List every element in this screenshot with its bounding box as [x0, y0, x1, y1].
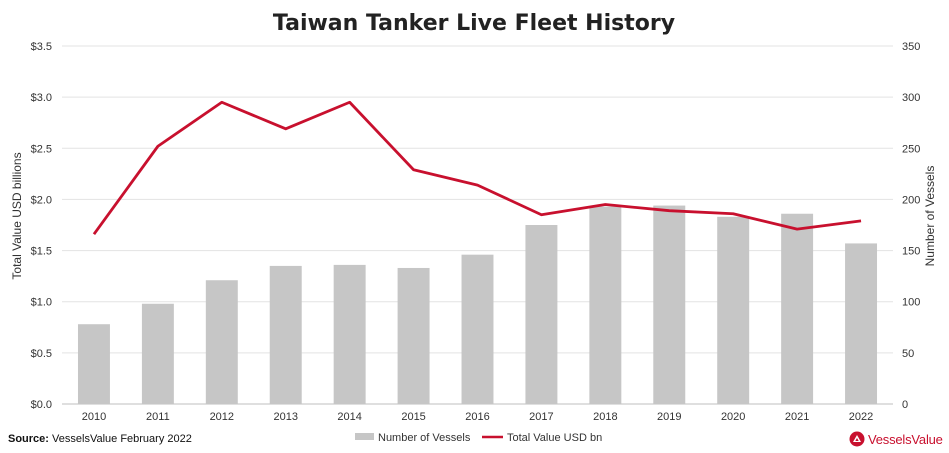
- bar-2014: [333, 264, 366, 404]
- bar-2021: [781, 213, 814, 404]
- x-tick-label: 2011: [146, 411, 170, 423]
- x-tick-label: 2018: [593, 411, 617, 423]
- right-tick-label: 100: [902, 297, 920, 309]
- right-y-axis: 0 50 100 150 200 250 300 350: [902, 41, 920, 411]
- right-tick-label: 150: [902, 246, 920, 258]
- bar-2017: [525, 225, 558, 404]
- source-note: Source: VesselsValue February 2022: [8, 433, 192, 445]
- vesselsvalue-logo-icon: [849, 431, 865, 447]
- x-tick-label: 2016: [465, 411, 489, 423]
- bar-2018: [589, 206, 622, 404]
- x-tick-label: 2017: [529, 411, 553, 423]
- x-tick-label: 2013: [273, 411, 297, 423]
- left-y-axis: $0.0 $0.5 $1.0 $1.5 $2.0 $2.5 $3.0 $3.5: [31, 41, 52, 411]
- legend-label-number-of-vessels: Number of Vessels: [378, 432, 471, 444]
- bar-2015: [397, 267, 430, 404]
- right-axis-title: Number of Vessels: [923, 166, 937, 267]
- legend-swatch-number-of-vessels: [355, 433, 374, 440]
- left-tick-label: $3.5: [31, 41, 52, 53]
- left-tick-label: $2.5: [31, 143, 52, 155]
- line-series-total-value: [92, 100, 862, 236]
- bar-2010: [77, 324, 110, 404]
- bar-2022: [845, 243, 878, 404]
- source-label: Source:: [8, 433, 49, 445]
- left-tick-label: $0.0: [31, 399, 52, 411]
- bar-2020: [717, 216, 750, 404]
- right-tick-label: 200: [902, 194, 920, 206]
- x-tick-label: 2012: [210, 411, 234, 423]
- bar-2019: [653, 205, 686, 404]
- right-tick-label: 350: [902, 41, 920, 53]
- bar-2011: [141, 303, 174, 404]
- x-tick-label: 2021: [785, 411, 809, 423]
- line-total-value: [92, 100, 862, 236]
- left-tick-label: $1.0: [31, 297, 52, 309]
- left-tick-label: $1.5: [31, 246, 52, 258]
- right-tick-label: 0: [902, 399, 908, 411]
- source-text: VesselsValue February 2022: [52, 433, 192, 445]
- bar-series-number-of-vessels: [77, 205, 878, 404]
- x-tick-label: 2010: [82, 411, 106, 423]
- legend: Number of Vessels Total Value USD bn: [355, 432, 602, 444]
- bar-2016: [461, 254, 494, 404]
- x-tick-label: 2022: [849, 411, 873, 423]
- x-tick-label: 2014: [337, 411, 361, 423]
- x-tick-label: 2015: [401, 411, 425, 423]
- bar-2013: [269, 265, 302, 404]
- left-tick-label: $2.0: [31, 194, 52, 206]
- bar-2012: [205, 280, 238, 404]
- right-tick-label: 300: [902, 92, 920, 104]
- x-tick-label: 2020: [721, 411, 745, 423]
- right-tick-label: 250: [902, 143, 920, 155]
- brand-name: VesselsValue: [868, 431, 943, 447]
- left-tick-label: $0.5: [31, 348, 52, 360]
- x-axis: 2010 2011 2012 2013 2014 2015 2016 2017 2018 2019…: [82, 411, 874, 423]
- right-tick-label: 50: [902, 348, 914, 360]
- left-axis-title: Total Value USD billions: [10, 152, 24, 279]
- brand-logo: VesselsValue: [849, 430, 943, 448]
- x-tick-label: 2019: [657, 411, 681, 423]
- legend-label-total-value: Total Value USD bn: [507, 432, 602, 444]
- chart-title: Taiwan Tanker Live Fleet History: [273, 11, 675, 36]
- left-tick-label: $3.0: [31, 92, 52, 104]
